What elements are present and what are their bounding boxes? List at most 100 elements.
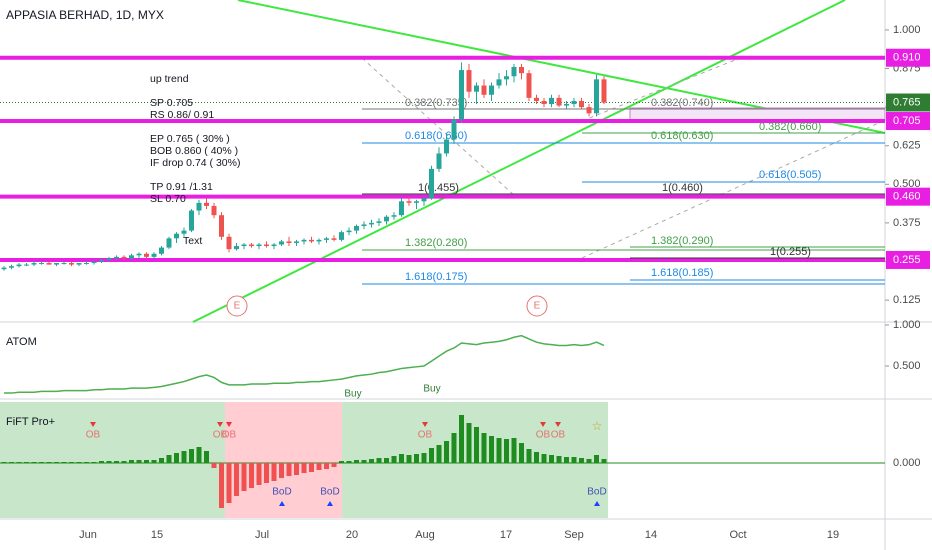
- histogram-bar: [414, 454, 419, 463]
- histogram-bar: [144, 460, 149, 463]
- candle-body: [286, 241, 292, 243]
- histogram-bar: [61, 462, 67, 463]
- candle-body: [331, 238, 337, 240]
- histogram-bar: [541, 454, 547, 463]
- candle-body: [106, 258, 112, 260]
- candle-body: [144, 253, 149, 257]
- x-tick-label: 20: [346, 529, 358, 541]
- candle-body: [271, 244, 277, 247]
- note: up trend: [150, 73, 189, 85]
- signal-label: OB: [418, 430, 433, 441]
- candle-body: [474, 85, 479, 92]
- candle-body: [99, 259, 104, 262]
- trend-line: [192, 0, 846, 323]
- histogram-bar: [466, 423, 472, 463]
- fib-label: 0.382(0.660): [759, 121, 821, 133]
- histogram-bar: [31, 462, 37, 463]
- histogram-bar: [301, 463, 307, 473]
- candle-body: [391, 215, 397, 217]
- fib-label: 0.618(0.630): [405, 130, 467, 142]
- candle-body: [54, 263, 59, 265]
- y-tick-label: 0.000: [893, 457, 921, 469]
- candle-body: [549, 97, 554, 105]
- candle-body: [219, 215, 224, 237]
- x-tick-label: Aug: [415, 529, 435, 541]
- signal-label: BoD: [587, 487, 606, 498]
- y-tick-label: 0.625: [893, 140, 921, 152]
- histogram-bar: [354, 460, 359, 463]
- signal-arrow: [217, 422, 223, 427]
- fib-label: 1(0.255): [770, 246, 811, 258]
- candle-body: [234, 246, 239, 250]
- candle-body: [421, 198, 427, 202]
- signal-label: OB: [222, 430, 237, 441]
- histogram-bar: [136, 460, 142, 463]
- histogram-bar: [189, 449, 194, 463]
- dashed-line: [361, 57, 516, 197]
- x-tick-label: 17: [500, 529, 512, 541]
- note: EP 0.765 ( 30% ): [150, 133, 230, 145]
- candle-body: [189, 210, 194, 231]
- candle-body: [196, 202, 202, 211]
- note: TP 0.91 /1.31: [150, 181, 213, 193]
- candle-body: [384, 216, 389, 222]
- histogram-bar: [166, 455, 172, 463]
- candle-body: [541, 100, 547, 105]
- signal-arrow: [279, 501, 285, 506]
- histogram-bar: [256, 463, 262, 485]
- histogram-bar: [286, 463, 292, 476]
- histogram-bar: [129, 460, 134, 463]
- histogram-bar: [504, 439, 509, 463]
- histogram-bar: [9, 462, 14, 463]
- fib-label: 0.618(0.630): [651, 130, 713, 142]
- histogram-bar: [369, 459, 374, 463]
- histogram-bar: [376, 458, 382, 463]
- pane-title: FiFT Pro+: [6, 416, 55, 428]
- x-tick-label: 14: [645, 529, 657, 541]
- fib-label: 1(0.460): [662, 182, 703, 194]
- candle-body: [586, 107, 592, 114]
- candle-body: [339, 232, 344, 240]
- atom-line: [4, 334, 605, 394]
- candle-body: [376, 221, 382, 223]
- candle-body: [69, 263, 74, 265]
- histogram-bar: [106, 461, 112, 463]
- event-marker: [526, 295, 548, 317]
- candle-body: [361, 224, 367, 226]
- level-badge: [886, 250, 930, 269]
- histogram-bar: [534, 452, 539, 463]
- candle-body: [91, 261, 97, 264]
- histogram-bar: [421, 453, 427, 463]
- candle-body: [346, 230, 352, 233]
- candle-body: [324, 238, 329, 240]
- histogram-bar: [496, 438, 502, 463]
- histogram-bar: [211, 463, 217, 468]
- candle-body: [204, 202, 209, 206]
- signal-arrow: [594, 501, 600, 506]
- candle-body: [121, 256, 127, 259]
- fib-label: 0.618(0.505): [759, 169, 821, 181]
- fib-label: 0.382(0.735): [405, 97, 467, 109]
- histogram-bar: [241, 463, 247, 491]
- histogram-bar: [526, 449, 532, 463]
- candle-body: [256, 244, 262, 247]
- candle-body: [564, 104, 569, 106]
- histogram-bar: [556, 456, 562, 463]
- signal-arrow: [90, 422, 96, 427]
- histogram-bar: [264, 463, 269, 483]
- candle-body: [526, 73, 532, 98]
- fib-label: 1(0.455): [418, 182, 459, 194]
- candle-body: [294, 241, 299, 243]
- last-price-badge: [886, 93, 930, 112]
- histogram-bar: [549, 455, 554, 463]
- candle-body: [76, 263, 82, 265]
- highlight-box: [629, 107, 886, 121]
- drawings: [192, 0, 886, 323]
- level-label: 0.705: [893, 115, 921, 127]
- level-label: 0.910: [893, 52, 921, 64]
- candle-body: [181, 230, 187, 234]
- x-tick-label: Jun: [79, 529, 97, 541]
- candle-body: [226, 236, 232, 250]
- candle-body: [601, 79, 607, 103]
